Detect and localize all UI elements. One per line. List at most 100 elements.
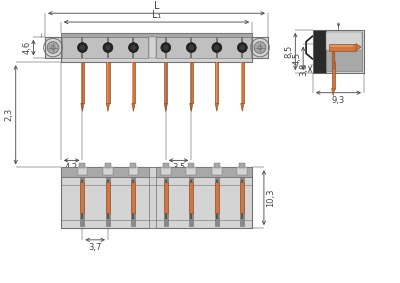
Bar bbox=[240, 177, 244, 226]
Bar bbox=[332, 61, 335, 89]
Bar bbox=[190, 62, 193, 104]
Bar bbox=[239, 163, 245, 168]
Bar bbox=[241, 37, 243, 58]
Bar bbox=[78, 167, 87, 175]
Polygon shape bbox=[164, 104, 167, 111]
Bar bbox=[189, 177, 193, 226]
Bar bbox=[45, 37, 61, 58]
Bar bbox=[165, 37, 167, 58]
Bar bbox=[332, 47, 335, 69]
Bar bbox=[164, 182, 168, 213]
Bar bbox=[241, 62, 244, 104]
Text: 4,6: 4,6 bbox=[22, 41, 32, 54]
Bar bbox=[156, 37, 251, 58]
Bar bbox=[80, 177, 84, 226]
Bar bbox=[330, 45, 353, 47]
Circle shape bbox=[103, 43, 113, 52]
Bar bbox=[149, 167, 156, 228]
Text: 3,8: 3,8 bbox=[299, 63, 308, 76]
Polygon shape bbox=[356, 44, 361, 50]
Bar bbox=[329, 44, 356, 50]
Bar bbox=[132, 37, 134, 58]
Circle shape bbox=[212, 43, 222, 52]
Bar bbox=[81, 62, 82, 104]
Circle shape bbox=[188, 45, 194, 50]
Bar bbox=[190, 37, 192, 58]
Bar bbox=[165, 62, 166, 104]
Bar bbox=[240, 182, 244, 213]
Circle shape bbox=[214, 45, 220, 50]
Bar bbox=[161, 167, 171, 175]
Text: L: L bbox=[154, 1, 159, 11]
Text: 8,5: 8,5 bbox=[284, 45, 293, 58]
Polygon shape bbox=[190, 104, 193, 111]
Polygon shape bbox=[106, 104, 110, 111]
Polygon shape bbox=[215, 104, 218, 111]
Circle shape bbox=[130, 45, 136, 50]
Text: L₁: L₁ bbox=[152, 10, 161, 20]
Bar bbox=[214, 163, 220, 168]
Polygon shape bbox=[241, 104, 244, 111]
Circle shape bbox=[78, 43, 87, 52]
Bar bbox=[61, 167, 252, 228]
Circle shape bbox=[238, 43, 247, 52]
Bar bbox=[132, 62, 135, 104]
Text: 3,5: 3,5 bbox=[172, 163, 185, 172]
Bar bbox=[164, 177, 168, 226]
Text: 9,3: 9,3 bbox=[332, 96, 345, 105]
Text: 4,5: 4,5 bbox=[292, 52, 301, 65]
Bar bbox=[165, 180, 167, 219]
Bar bbox=[80, 163, 85, 168]
Bar bbox=[186, 167, 196, 175]
Polygon shape bbox=[132, 104, 135, 111]
Bar bbox=[61, 167, 252, 177]
Bar bbox=[80, 182, 84, 213]
Bar bbox=[188, 163, 194, 168]
Circle shape bbox=[254, 42, 266, 53]
Circle shape bbox=[161, 43, 171, 52]
Bar bbox=[81, 62, 84, 104]
Bar bbox=[212, 167, 222, 175]
Text: 3,7: 3,7 bbox=[88, 243, 102, 252]
Bar bbox=[82, 37, 84, 58]
Circle shape bbox=[239, 45, 245, 50]
Circle shape bbox=[163, 45, 169, 50]
Bar bbox=[106, 62, 110, 104]
Text: 4,2: 4,2 bbox=[65, 163, 78, 172]
Bar bbox=[216, 37, 218, 58]
Bar bbox=[215, 182, 219, 213]
Bar bbox=[149, 37, 156, 58]
Bar bbox=[238, 167, 247, 175]
Bar bbox=[216, 180, 218, 219]
Bar bbox=[107, 62, 108, 104]
Bar bbox=[190, 180, 192, 219]
Bar bbox=[215, 62, 218, 104]
Bar bbox=[107, 37, 109, 58]
Polygon shape bbox=[81, 104, 84, 111]
Circle shape bbox=[128, 43, 138, 52]
Bar bbox=[313, 30, 326, 73]
Bar bbox=[132, 62, 133, 104]
Bar bbox=[313, 30, 364, 73]
Bar bbox=[82, 180, 84, 219]
Bar bbox=[61, 33, 252, 37]
Bar bbox=[132, 180, 134, 219]
Bar bbox=[163, 163, 169, 168]
Circle shape bbox=[186, 43, 196, 52]
Bar bbox=[103, 167, 113, 175]
Bar bbox=[189, 182, 193, 213]
Text: 10,3: 10,3 bbox=[266, 188, 275, 207]
Bar bbox=[241, 62, 242, 104]
Circle shape bbox=[105, 45, 111, 50]
Circle shape bbox=[80, 45, 85, 50]
Bar bbox=[105, 163, 111, 168]
Bar bbox=[107, 180, 109, 219]
Bar bbox=[326, 32, 362, 50]
Text: 2,3: 2,3 bbox=[5, 108, 14, 121]
Polygon shape bbox=[332, 89, 335, 96]
Circle shape bbox=[47, 42, 59, 53]
Bar bbox=[164, 62, 167, 104]
Bar bbox=[326, 32, 362, 71]
Bar bbox=[106, 177, 110, 226]
Bar bbox=[252, 37, 268, 58]
